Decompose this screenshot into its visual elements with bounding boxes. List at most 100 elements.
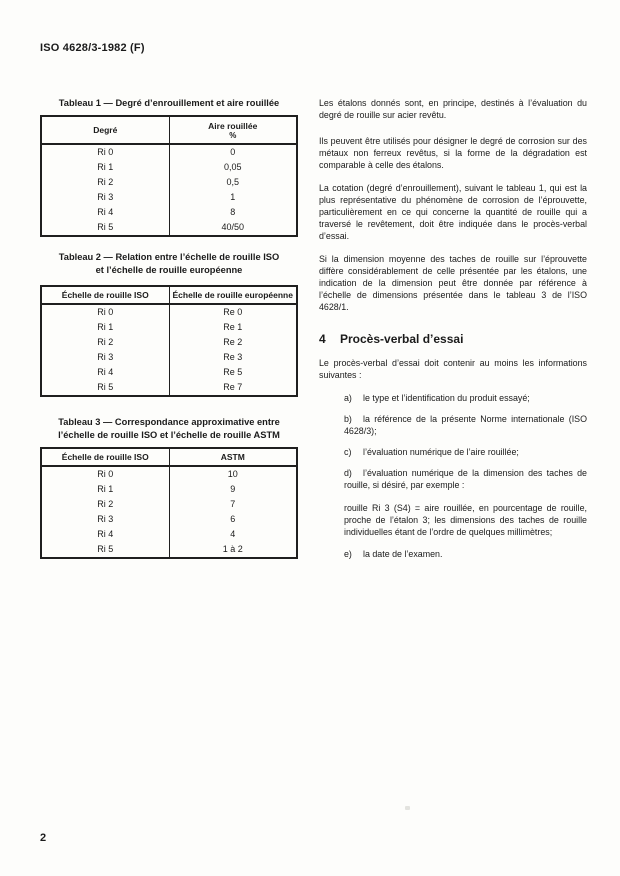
cell-iso: Ri 0 xyxy=(97,469,114,479)
cell-degree: Ri 0 xyxy=(97,147,114,157)
table-row: Ri 3 6 xyxy=(41,512,297,527)
list-item-marker: d) xyxy=(344,468,352,478)
cell-astm: 9 xyxy=(168,482,297,497)
table-row: Ri 0 0 xyxy=(41,144,297,160)
cell-degree: Ri 1 xyxy=(97,162,114,172)
table3-caption-line: Tableau 3 — Correspondance approximative… xyxy=(58,417,280,427)
section4-intro: Le procès-verbal d’essai doit contenir a… xyxy=(319,358,587,380)
table-header-row: Échelle de rouille ISO ASTM xyxy=(41,448,297,467)
table2-caption-line: et l’échelle de rouille européenne xyxy=(95,265,243,275)
table-row: Ri 0 Re 0 xyxy=(41,304,297,320)
list-item-text: la référence de la présente Norme intern… xyxy=(344,414,587,436)
cell-iso: Ri 0 xyxy=(97,307,114,317)
cell-area: 0,05 xyxy=(168,160,297,175)
table-row: Ri 5 1 à 2 xyxy=(41,542,297,558)
list-item-marker: c) xyxy=(344,447,352,457)
paragraph-cotation: La cotation (degré d’enrouillement), sui… xyxy=(319,183,587,241)
cell-astm: 4 xyxy=(168,527,297,542)
table-row: Ri 2 Re 2 xyxy=(41,335,297,350)
cell-astm: 10 xyxy=(168,466,297,482)
list-item-marker: b) xyxy=(344,414,352,424)
cell-area: 0 xyxy=(168,144,297,160)
cell-european: Re 0 xyxy=(168,304,297,320)
list-item-marker: e) xyxy=(344,549,352,559)
table3-col-iso-header: Échelle de rouille ISO xyxy=(41,448,169,467)
table3-iso-astm-scale: Échelle de rouille ISO ASTM Ri 0 10 Ri 1 9… xyxy=(40,447,298,559)
section4-heading: 4 Procès-verbal d’essai xyxy=(319,332,587,347)
cell-degree: Ri 3 xyxy=(97,192,114,202)
table1-col-degree-header: Degré xyxy=(41,116,169,145)
cell-astm: 7 xyxy=(168,497,297,512)
table1-col-area-label: Aire rouillée xyxy=(208,120,258,131)
paragraph-metaux-non-ferreux: Ils peuvent être utilisés pour désigner … xyxy=(319,136,587,170)
table-row: Ri 5 Re 7 xyxy=(41,380,297,396)
table1-col-area-header: Aire rouillée % xyxy=(168,116,297,145)
table-row: Ri 4 4 xyxy=(41,527,297,542)
table-row: Ri 0 10 xyxy=(41,466,297,482)
document-reference: ISO 4628/3-1982 (F) xyxy=(40,42,145,54)
example-paragraph: rouille Ri 3 (S4) = aire rouillée, en po… xyxy=(344,503,587,537)
cell-iso: Ri 5 xyxy=(97,382,114,392)
list-item-text: l’évaluation numérique de l’aire rouillé… xyxy=(363,447,519,457)
table-row: Ri 3 Re 3 xyxy=(41,350,297,365)
table-row: Ri 5 40/50 xyxy=(41,220,297,236)
table1-rust-degree-area: Degré Aire rouillée % Ri 0 0 Ri 1 0,05 Ri … xyxy=(40,115,298,237)
table-row: Ri 1 Re 1 xyxy=(41,320,297,335)
table-header-row: Degré Aire rouillée % xyxy=(41,116,297,145)
cell-european: Re 5 xyxy=(168,365,297,380)
scan-speck xyxy=(405,806,410,810)
table-row: Ri 2 7 xyxy=(41,497,297,512)
table-row: Ri 4 Re 5 xyxy=(41,365,297,380)
cell-area: 1 xyxy=(168,190,297,205)
list-item-text: le type et l’identification du produit e… xyxy=(363,393,530,403)
table2-caption-line: Tableau 2 — Relation entre l’échelle de … xyxy=(58,252,280,262)
cell-european: Re 3 xyxy=(168,350,297,365)
table3-caption-line: l’échelle de rouille ISO et l’échelle de… xyxy=(58,430,280,440)
cell-degree: Ri 4 xyxy=(97,207,114,217)
cell-iso: Ri 2 xyxy=(97,337,114,347)
cell-european: Re 1 xyxy=(168,320,297,335)
list-item-b: b) la référence de la présente Norme inte… xyxy=(344,413,587,437)
cell-area: 40/50 xyxy=(168,220,297,236)
cell-european: Re 7 xyxy=(168,380,297,396)
section4-title: Procès-verbal d’essai xyxy=(340,332,464,346)
table1-caption-line: Tableau 1 — Degré d’enrouillement et air… xyxy=(58,98,280,108)
list-item-c: c) l’évaluation numérique de l’aire rouil… xyxy=(344,446,587,458)
table-row: Ri 1 0,05 xyxy=(41,160,297,175)
cell-area: 8 xyxy=(168,205,297,220)
page-number: 2 xyxy=(40,832,47,844)
list-item-a: a) le type et l’identification du produit… xyxy=(344,392,587,404)
table-header-row: Échelle de rouille ISO Échelle de rouill… xyxy=(41,286,297,305)
table2-iso-european-scale: Échelle de rouille ISO Échelle de rouill… xyxy=(40,285,298,397)
paragraph-etalons: Les étalons donnés sont, en principe, de… xyxy=(319,98,587,120)
list-item-d: d) l’évaluation numérique de la dimension… xyxy=(344,467,587,491)
cell-iso: Ri 5 xyxy=(97,544,114,554)
list-item-e: e) la date de l’examen. xyxy=(344,548,587,560)
table-row: Ri 2 0,5 xyxy=(41,175,297,190)
cell-iso: Ri 4 xyxy=(97,367,114,377)
cell-astm: 6 xyxy=(168,512,297,527)
cell-degree: Ri 5 xyxy=(97,222,114,232)
table3-caption: Tableau 3 — Correspondance approximative… xyxy=(40,416,298,442)
article-text-column: Les étalons donnés sont, en principe, de… xyxy=(319,97,587,569)
cell-iso: Ri 1 xyxy=(97,322,114,332)
cell-iso: Ri 2 xyxy=(97,499,114,509)
table2-caption: Tableau 2 — Relation entre l’échelle de … xyxy=(40,251,298,277)
section4-number: 4 xyxy=(319,332,326,346)
table-row: Ri 4 8 xyxy=(41,205,297,220)
table-row: Ri 1 9 xyxy=(41,482,297,497)
cell-area: 0,5 xyxy=(168,175,297,190)
table3-col-astm-header: ASTM xyxy=(168,448,297,467)
table2-col-european-header: Échelle de rouille européenne xyxy=(168,286,297,305)
list-item-marker: a) xyxy=(344,393,352,403)
cell-astm: 1 à 2 xyxy=(168,542,297,558)
cell-iso: Ri 3 xyxy=(97,352,114,362)
cell-european: Re 2 xyxy=(168,335,297,350)
table1-col-area-unit: % xyxy=(229,130,237,140)
table1-caption: Tableau 1 — Degré d’enrouillement et air… xyxy=(40,97,298,110)
cell-degree: Ri 2 xyxy=(97,177,114,187)
table-row: Ri 3 1 xyxy=(41,190,297,205)
list-item-text: l’évaluation numérique de la dimension d… xyxy=(344,468,587,490)
table2-col-iso-header: Échelle de rouille ISO xyxy=(41,286,169,305)
